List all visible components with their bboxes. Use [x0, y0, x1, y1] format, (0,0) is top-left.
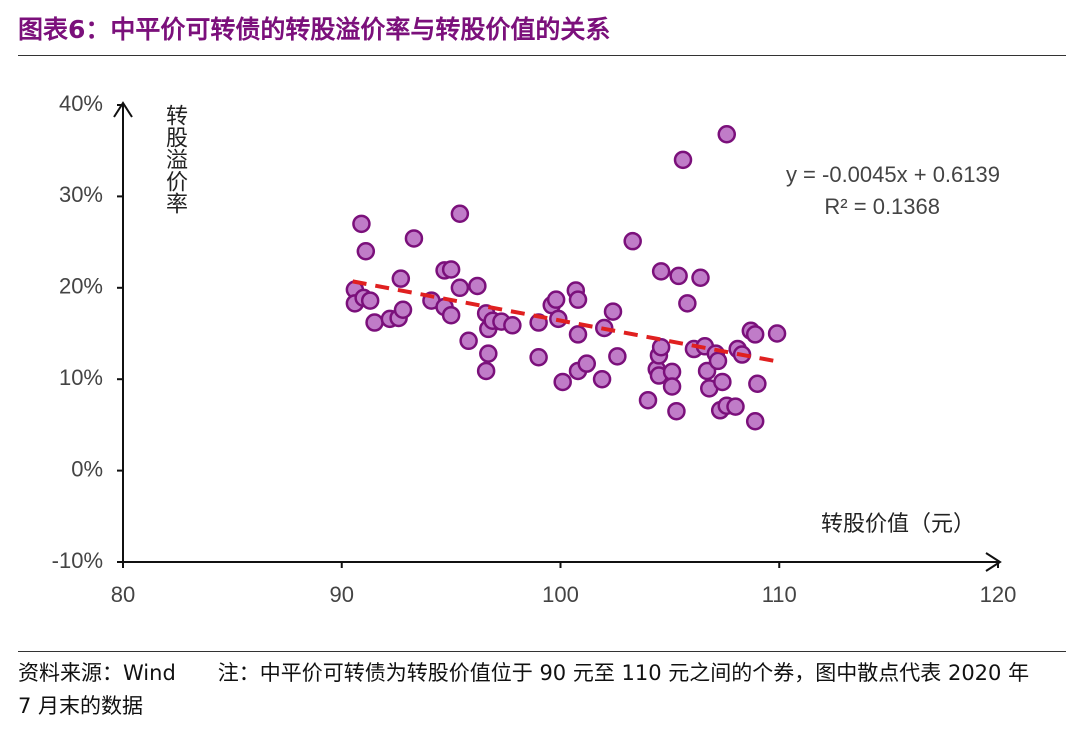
point — [356, 241, 376, 261]
point — [546, 290, 566, 309]
point — [352, 214, 371, 234]
point — [479, 344, 498, 363]
point — [568, 290, 588, 309]
point — [441, 305, 461, 325]
arrow — [113, 101, 133, 118]
point — [360, 291, 380, 310]
point — [577, 354, 596, 373]
point — [450, 278, 470, 298]
arrow — [985, 552, 1002, 572]
point — [623, 231, 642, 251]
point — [726, 397, 745, 416]
point — [651, 337, 671, 357]
point — [592, 369, 612, 389]
title: 图表6：中平价可转债的转股溢价率与转股价值的关系 — [18, 15, 611, 44]
point — [468, 276, 487, 296]
x-axis-label: 转股价值（元） — [821, 511, 975, 536]
x-tick-label: 80 — [111, 582, 135, 607]
point — [553, 372, 572, 392]
point — [529, 348, 548, 367]
point — [638, 390, 658, 410]
footer: 资料来源：Wind 注：中平价可转债为转股价值位于 90 元至 110 元之间的… — [18, 661, 1030, 718]
point — [393, 300, 413, 319]
point — [608, 347, 627, 366]
point — [673, 150, 693, 170]
x-tick-label: 100 — [542, 582, 579, 607]
point — [767, 324, 787, 343]
point — [450, 204, 470, 224]
y-tick-label: 20% — [59, 274, 103, 299]
point — [441, 260, 461, 279]
point — [503, 316, 522, 335]
rule — [18, 55, 1066, 56]
x-tick-label: 110 — [762, 582, 797, 607]
point — [568, 325, 588, 344]
point — [476, 361, 496, 381]
point — [391, 269, 411, 288]
y-axis-label: 转股溢价率 — [162, 104, 187, 214]
y-tick-label: -10% — [52, 548, 103, 573]
point — [748, 374, 767, 394]
point — [669, 266, 688, 286]
trendline — [352, 279, 780, 364]
point — [717, 124, 736, 144]
equation: y = -0.0045x + 0.6139 — [786, 162, 1000, 187]
x-tick-label: 90 — [330, 582, 354, 607]
point — [691, 268, 710, 287]
r-squared: R² = 0.1368 — [824, 194, 940, 219]
y-tick-label: 30% — [59, 182, 103, 207]
point — [459, 331, 478, 351]
point — [404, 229, 424, 248]
y-tick-label: 0% — [71, 456, 103, 481]
point — [713, 372, 732, 392]
chart: y = -0.0045x + 0.6139 R² = 0.1368 转股价值（元… — [52, 91, 1017, 607]
point — [365, 313, 384, 332]
y-tick-label: 40% — [59, 91, 103, 116]
y-tick-label: 10% — [59, 365, 103, 390]
rule — [18, 651, 1066, 652]
point — [662, 377, 682, 396]
point — [603, 302, 623, 321]
point — [745, 411, 765, 431]
point — [667, 401, 686, 421]
point — [745, 325, 765, 344]
x-tick-label: 120 — [980, 582, 1017, 607]
point — [708, 351, 728, 371]
point — [651, 262, 671, 281]
point — [678, 294, 697, 313]
